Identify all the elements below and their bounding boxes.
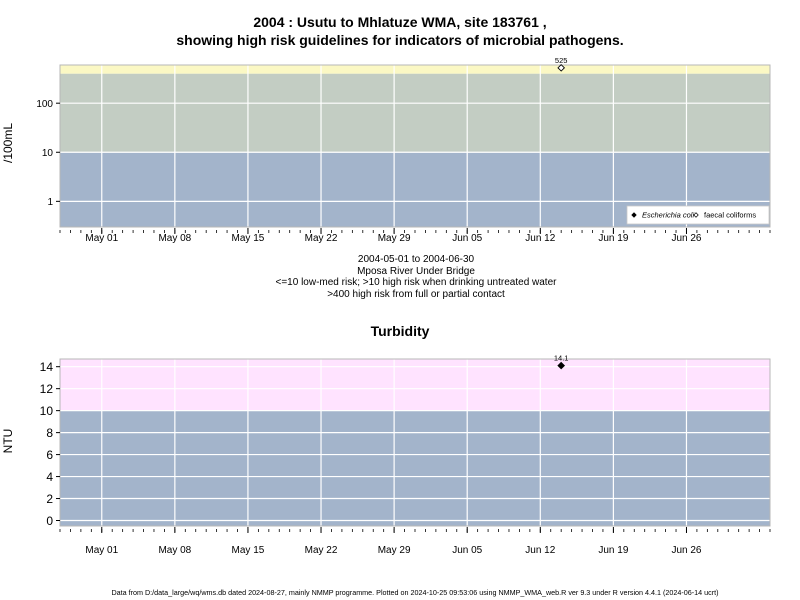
risk-band-3 xyxy=(60,65,770,74)
y-tick-label: 8 xyxy=(46,426,53,440)
y-tick-label: 100 xyxy=(36,99,53,110)
legend-marker xyxy=(693,212,699,218)
data-label: 525 xyxy=(555,56,568,65)
y-tick-label: 0 xyxy=(46,514,53,528)
legend-label: Escherichia coli xyxy=(642,211,694,220)
x-tick-label: May 15 xyxy=(232,233,265,244)
risk-band-2 xyxy=(60,73,770,153)
x-tick-label: Jun 12 xyxy=(525,545,555,556)
x-tick-label: May 22 xyxy=(305,233,338,244)
data-point xyxy=(557,64,566,72)
x-tick-label: May 22 xyxy=(305,545,338,556)
risk-band-1 xyxy=(60,410,770,526)
plot-frame xyxy=(59,64,771,228)
x-tick-label: Jun 19 xyxy=(598,545,628,556)
caption-date-range: 2004-05-01 to 2004-06-30 xyxy=(357,254,475,265)
legend-marker xyxy=(631,212,637,218)
x-tick-label: Jun 26 xyxy=(671,545,701,556)
x-tick-label: Jun 19 xyxy=(598,233,628,244)
turbidity-panel: 0 2 4 6 8 10 12 14 May 01 May 08 May 15 May 22 May 2… xyxy=(40,354,771,556)
y-tick-label: 12 xyxy=(40,382,54,396)
y-tick-label: 1 xyxy=(47,197,53,208)
data-point xyxy=(557,361,566,370)
y-tick-label: 10 xyxy=(40,404,54,418)
caption-risk-contact: >400 high risk from full or partial cont… xyxy=(327,288,505,300)
microbial-panel: 1 10 100 May 01 May 08 May 15 May 22 May 29 Jun … xyxy=(36,56,771,244)
y-tick-label: 4 xyxy=(46,470,53,484)
data-source-footer: Data from D:/data_large/wq/wms.db dated … xyxy=(111,588,719,597)
site-caption: 2004-05-01 to 2004-06-30 Mposa River Und… xyxy=(0,254,800,300)
y-tick-label: 14 xyxy=(40,360,54,374)
y-tick-label: 2 xyxy=(46,492,53,506)
x-tick-label: May 01 xyxy=(85,545,118,556)
x-tick-label: May 29 xyxy=(378,233,411,244)
data-label: 14.1 xyxy=(554,354,569,363)
legend-label: faecal coliforms xyxy=(704,211,756,220)
chart-title-line2: showing high risk guidelines for indicat… xyxy=(176,32,624,48)
x-tick-label: Jun 12 xyxy=(525,233,555,244)
caption-risk-drinking: <=10 low-med risk; >10 high risk when dr… xyxy=(275,277,557,288)
x-tick-label: May 29 xyxy=(378,545,411,556)
x-tick-label: May 01 xyxy=(85,233,118,244)
y-tick-label: 6 xyxy=(46,448,53,462)
chart-title-line1: 2004 : Usutu to Mhlatuze WMA, site 18376… xyxy=(253,14,547,30)
turbidity-title: Turbidity xyxy=(370,323,430,339)
y-tick-label: 10 xyxy=(42,148,54,159)
x-tick-label: Jun 05 xyxy=(452,545,482,556)
risk-band-2 xyxy=(60,359,770,411)
x-tick-label: May 08 xyxy=(158,233,191,244)
x-tick-label: Jun 05 xyxy=(452,233,482,244)
caption-site-name: Mposa River Under Bridge xyxy=(357,265,475,277)
x-tick-label: May 15 xyxy=(232,545,265,556)
x-tick-label: Jun 26 xyxy=(671,233,701,244)
x-tick-label: May 08 xyxy=(158,545,191,556)
plot-frame xyxy=(59,358,771,527)
